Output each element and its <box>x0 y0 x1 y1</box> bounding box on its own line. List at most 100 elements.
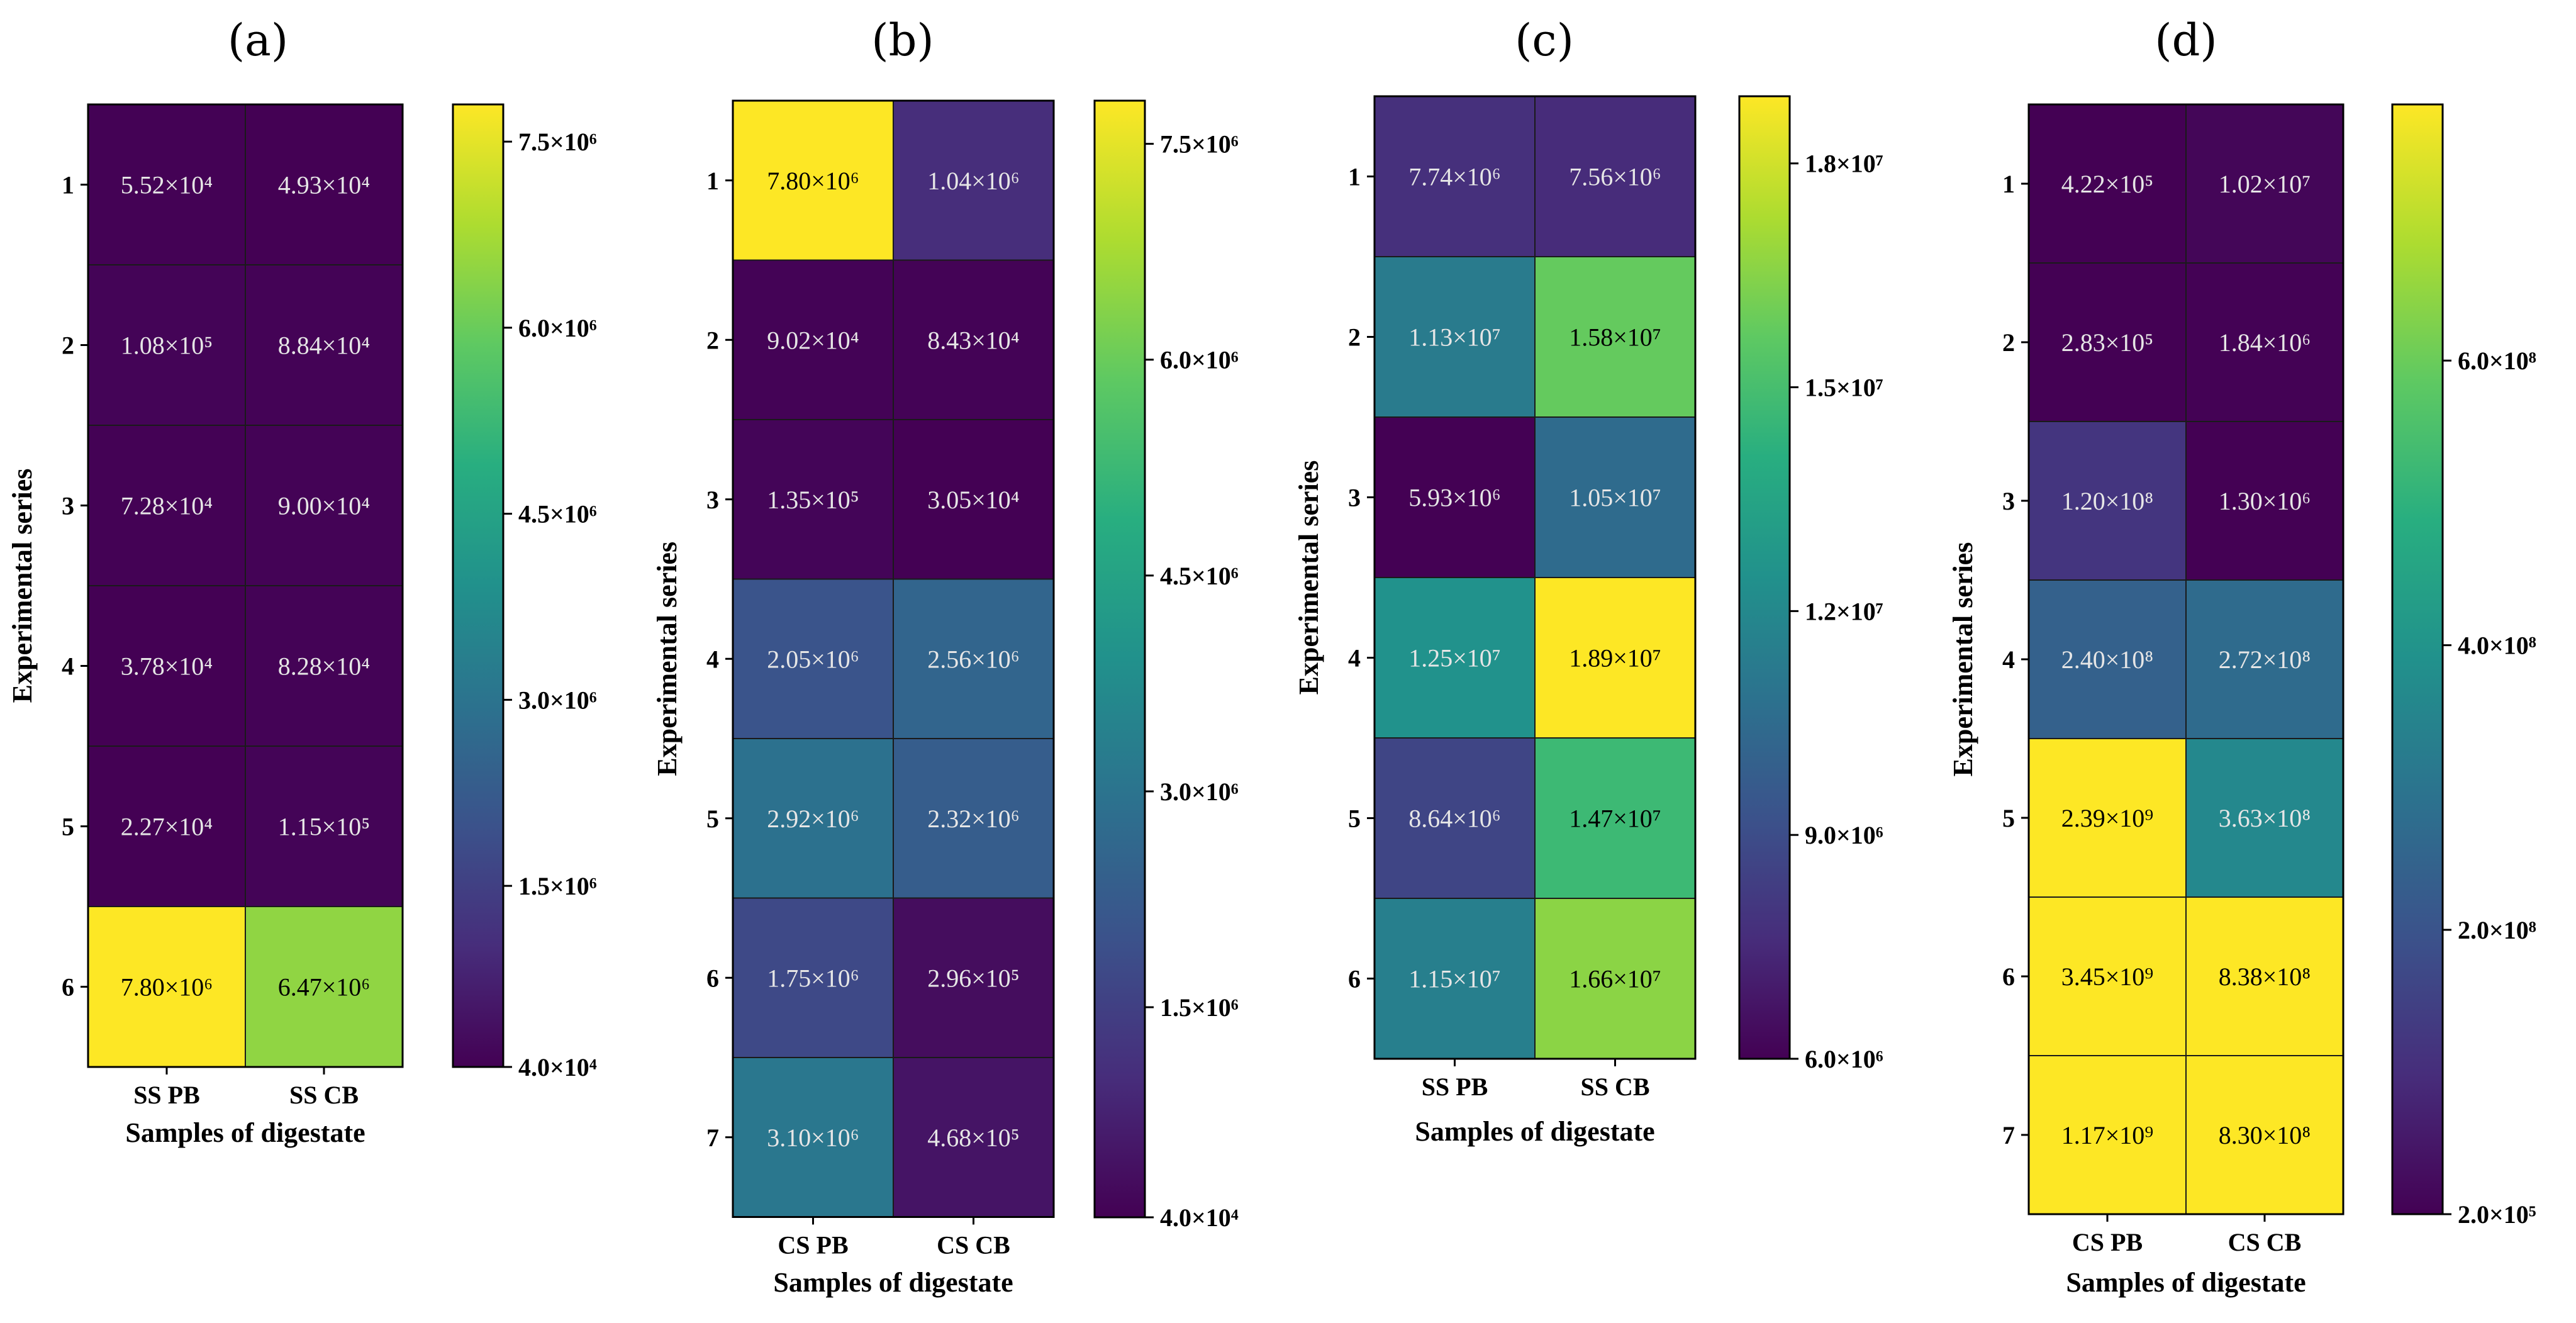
colorbar-tick-label: 3.0×10⁶ <box>518 686 597 714</box>
colorbar-tick-label: 9.0×10⁶ <box>1805 821 1883 849</box>
colorbar-tick-label: 1.5×10⁶ <box>1160 993 1239 1022</box>
y-tick-label: 2 <box>1348 323 1361 352</box>
heatmap-cell <box>1374 256 1536 418</box>
colorbar-tick-label: 6.0×10⁶ <box>518 314 597 342</box>
x-tick-label: CS PB <box>2072 1228 2143 1256</box>
heatmap-cell <box>732 100 894 261</box>
heatmap-cell <box>732 897 894 1058</box>
colorbar-tick-label: 1.5×10⁷ <box>1805 374 1883 402</box>
heatmap-cell <box>87 104 246 265</box>
heatmap-frame <box>1373 95 1697 1060</box>
x-tick-label: SS CB <box>289 1081 359 1109</box>
heatmap-cell <box>87 425 246 586</box>
cell-value-label: 4.22×10⁵ <box>2061 170 2154 198</box>
colorbar-tick-label: 4.0×10⁸ <box>2458 632 2536 660</box>
cell-value-label: 3.05×10⁴ <box>927 486 1020 514</box>
y-tick-label: 5 <box>62 813 74 841</box>
heatmap-cell <box>893 1057 1054 1218</box>
cell-value-label: 2.32×10⁶ <box>927 805 1020 833</box>
colorbar-tick-label: 6.0×10⁸ <box>2458 347 2536 375</box>
colorbar-tick-label: 7.5×10⁶ <box>518 128 597 156</box>
y-axis-title: Experimental series <box>1948 542 1978 777</box>
heatmap-cell <box>2028 579 2187 739</box>
heatmap-cell <box>1534 416 1696 578</box>
heatmap-cell <box>2028 262 2187 422</box>
heatmap-cell <box>732 738 894 899</box>
heatmap-cell <box>1374 898 1536 1059</box>
cell-value-label: 8.84×10⁴ <box>278 332 371 360</box>
y-tick-label: 2 <box>2002 328 2015 357</box>
cell-value-label: 4.68×10⁵ <box>927 1124 1020 1152</box>
cell-value-label: 1.75×10⁶ <box>767 964 859 992</box>
heatmap-cell <box>245 264 403 426</box>
cell-value-label: 1.02×10⁷ <box>2219 170 2311 198</box>
cell-value-label: 3.78×10⁴ <box>121 652 213 681</box>
heatmap-cell <box>893 259 1054 420</box>
heatmap-panel-3: (c) 7.74×10⁶ 7.56×10⁶ 1.13×10⁷ 1.58×10⁷ 5.93×… <box>1293 14 1883 1147</box>
colorbar <box>452 103 505 1068</box>
panel-label: (d) <box>2155 14 2217 66</box>
cell-value-label: 1.30×10⁶ <box>2219 487 2311 515</box>
cell-value-label: 8.43×10⁴ <box>927 326 1020 354</box>
heatmap-cell <box>1534 577 1696 739</box>
y-tick-label: 5 <box>2002 804 2015 832</box>
y-tick-label: 7 <box>706 1124 719 1152</box>
heatmap-cell <box>245 906 403 1068</box>
cell-value-label: 1.89×10⁷ <box>1569 644 1661 673</box>
heatmap-cell <box>732 259 894 420</box>
heatmap-cell <box>1374 416 1536 578</box>
y-axis-title: Experimental series <box>652 542 683 776</box>
x-tick-label: CS CB <box>2228 1228 2302 1256</box>
cell-value-label: 6.47×10⁶ <box>278 973 371 1002</box>
cell-value-label: 2.56×10⁶ <box>927 645 1020 673</box>
heatmap-cell <box>732 578 894 739</box>
cell-value-label: 1.58×10⁷ <box>1569 323 1661 352</box>
y-axis-title: Experimental series <box>7 469 38 703</box>
y-tick-label: 2 <box>62 332 74 360</box>
x-axis-title: Samples of digestate <box>125 1117 365 1148</box>
y-tick-label: 3 <box>706 486 719 514</box>
heatmap-cell <box>2028 738 2187 898</box>
y-tick-label: 2 <box>706 326 719 354</box>
y-tick-label: 6 <box>706 964 719 992</box>
x-tick-label: SS PB <box>1422 1073 1488 1101</box>
colorbar-tick-label: 2.0×10⁵ <box>2458 1200 2536 1229</box>
cell-value-label: 1.84×10⁶ <box>2219 328 2311 357</box>
heatmap-cell <box>732 419 894 580</box>
cell-value-label: 2.05×10⁶ <box>767 645 859 673</box>
cell-value-label: 2.40×10⁸ <box>2061 645 2154 674</box>
y-tick-label: 4 <box>2002 645 2015 674</box>
cell-value-label: 8.64×10⁶ <box>1408 805 1501 833</box>
y-tick-label: 6 <box>1348 965 1361 993</box>
y-tick-label: 1 <box>62 171 74 199</box>
cell-value-label: 2.27×10⁴ <box>121 813 213 841</box>
colorbar <box>1093 99 1146 1219</box>
heatmap-frame <box>87 103 404 1068</box>
y-tick-label: 3 <box>62 492 74 520</box>
y-tick-label: 4 <box>1348 644 1361 673</box>
x-axis-title: Samples of digestate <box>1415 1116 1654 1147</box>
heatmap-cell <box>245 745 403 907</box>
cell-value-label: 7.80×10⁶ <box>767 167 859 195</box>
colorbar-tick-label: 1.8×10⁷ <box>1805 150 1883 178</box>
heatmap-panel-2: (b) 7.80×10⁶ 1.04×10⁶ 9.02×10⁴ 8.43×10⁴ 1.35×… <box>652 14 1239 1298</box>
colorbar-tick-label: 3.0×10⁶ <box>1160 778 1239 806</box>
cell-value-label: 8.38×10⁸ <box>2219 963 2311 991</box>
cell-value-label: 7.56×10⁶ <box>1569 163 1661 191</box>
cell-value-label: 1.20×10⁸ <box>2061 487 2154 515</box>
cell-value-label: 5.52×10⁴ <box>121 171 213 199</box>
heatmap-cell <box>2185 579 2344 739</box>
heatmap-cell <box>893 100 1054 261</box>
colorbar-tick-label: 7.5×10⁶ <box>1160 130 1239 159</box>
cell-value-label: 3.45×10⁹ <box>2061 963 2154 991</box>
heatmap-cell <box>245 104 403 265</box>
y-tick-label: 6 <box>2002 963 2015 991</box>
y-tick-label: 5 <box>1348 805 1361 833</box>
cell-value-label: 7.74×10⁶ <box>1408 163 1501 191</box>
panel-label: (b) <box>871 14 934 66</box>
cell-value-label: 8.30×10⁸ <box>2219 1121 2311 1149</box>
colorbar-tick-label: 4.0×10⁴ <box>518 1053 597 1081</box>
y-tick-label: 4 <box>706 645 719 673</box>
cell-value-label: 2.96×10⁵ <box>927 964 1020 992</box>
